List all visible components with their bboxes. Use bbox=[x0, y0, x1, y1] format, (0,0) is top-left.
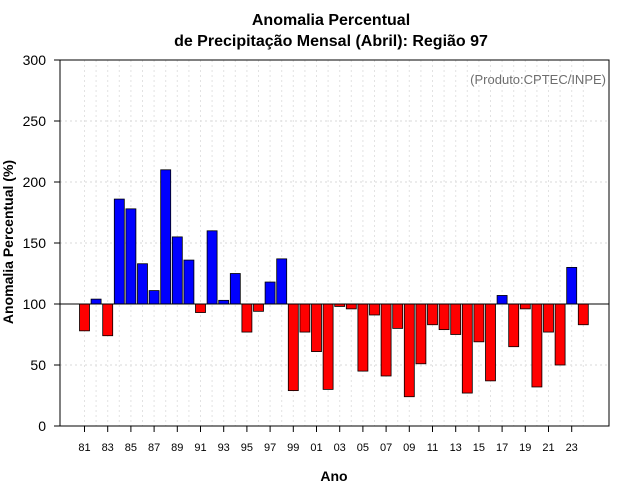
bar-16 bbox=[485, 303, 496, 382]
y-axis: 0 50 100 150 200 250 300 bbox=[23, 52, 60, 434]
x-tick-label: 09 bbox=[403, 442, 415, 454]
bar-00 bbox=[299, 303, 311, 333]
y-tick-label: 150 bbox=[23, 235, 47, 251]
grid bbox=[60, 59, 609, 427]
bar-06 bbox=[369, 303, 380, 316]
bar-92 bbox=[206, 230, 218, 305]
y-tick-label: 100 bbox=[23, 296, 47, 312]
bar-86 bbox=[137, 263, 148, 305]
bar-09 bbox=[403, 303, 415, 398]
x-tick-label: 81 bbox=[78, 442, 90, 454]
bar-83 bbox=[102, 303, 114, 337]
bar-99 bbox=[287, 303, 299, 392]
bar-07 bbox=[380, 303, 392, 377]
x-axis: 81 83 85 87 89 91 93 95 97 99 01 03 05 07 09 11 13 15 17 19… bbox=[78, 426, 578, 454]
bar-93 bbox=[218, 299, 230, 305]
x-tick-label: 83 bbox=[102, 442, 114, 454]
bar-04 bbox=[345, 303, 357, 310]
y-tick-label: 250 bbox=[23, 113, 47, 129]
chart-title-line2: de Precipitação Mensal (Abril): Região 9… bbox=[174, 33, 488, 50]
bar-13 bbox=[450, 303, 462, 335]
x-tick-label: 11 bbox=[427, 442, 438, 454]
bar-19 bbox=[519, 303, 531, 310]
bar-11 bbox=[427, 303, 438, 326]
bar-01 bbox=[311, 303, 322, 352]
bar-14 bbox=[461, 303, 473, 394]
bar-98 bbox=[276, 258, 288, 305]
bar-94 bbox=[229, 273, 241, 305]
bar-91 bbox=[195, 303, 206, 313]
bar-10 bbox=[415, 303, 427, 365]
bar-15 bbox=[473, 303, 485, 343]
bars bbox=[79, 169, 589, 398]
x-tick-label: 95 bbox=[241, 442, 253, 454]
x-tick-label: 91 bbox=[194, 442, 206, 454]
x-tick-label: 85 bbox=[125, 442, 137, 454]
y-tick-label: 200 bbox=[23, 174, 47, 190]
bar-20 bbox=[531, 303, 543, 388]
bar-89 bbox=[171, 236, 183, 305]
x-tick-label: 13 bbox=[450, 442, 462, 454]
x-tick-label: 19 bbox=[519, 442, 531, 454]
y-tick-label: 300 bbox=[23, 52, 47, 68]
x-tick-label: 87 bbox=[148, 442, 160, 454]
bar-87 bbox=[148, 290, 160, 305]
bar-17 bbox=[496, 295, 508, 305]
bar-23 bbox=[566, 266, 578, 305]
bar-05 bbox=[357, 303, 369, 372]
x-tick-label: 99 bbox=[287, 442, 299, 454]
bar-12 bbox=[438, 303, 450, 331]
bar-24 bbox=[577, 303, 589, 326]
x-tick-label: 17 bbox=[496, 442, 508, 454]
bar-02 bbox=[322, 303, 334, 390]
bar-95 bbox=[241, 303, 253, 333]
bar-90 bbox=[183, 259, 195, 305]
x-tick-label: 89 bbox=[171, 442, 183, 454]
bar-82 bbox=[90, 298, 102, 305]
bar-18 bbox=[508, 303, 520, 348]
bar-22 bbox=[554, 303, 566, 366]
y-tick-label: 0 bbox=[38, 418, 46, 434]
x-tick-label: 23 bbox=[566, 442, 578, 454]
y-tick-label: 50 bbox=[30, 357, 46, 373]
x-tick-label: 21 bbox=[542, 442, 554, 454]
bar-81 bbox=[79, 303, 90, 332]
x-tick-label: 03 bbox=[334, 442, 346, 454]
bar-84 bbox=[113, 198, 125, 305]
y-axis-label: Anomalia Percentual (%) bbox=[0, 160, 16, 324]
x-tick-label: 93 bbox=[218, 442, 230, 454]
source-note: (Produto:CPTEC/INPE) bbox=[470, 72, 606, 87]
x-tick-label: 01 bbox=[310, 442, 322, 454]
x-tick-label: 05 bbox=[357, 442, 369, 454]
chart-title-line1: Anomalia Percentual bbox=[252, 12, 410, 29]
bar-96 bbox=[253, 303, 264, 312]
bar-21 bbox=[543, 303, 554, 333]
bar-88 bbox=[160, 169, 172, 305]
bar-08 bbox=[392, 303, 404, 329]
bar-85 bbox=[125, 208, 137, 305]
x-tick-label: 97 bbox=[264, 442, 276, 454]
x-tick-label: 15 bbox=[473, 442, 485, 454]
bar-97 bbox=[264, 281, 276, 305]
x-axis-label: Ano bbox=[320, 468, 347, 484]
x-tick-label: 07 bbox=[380, 442, 392, 454]
